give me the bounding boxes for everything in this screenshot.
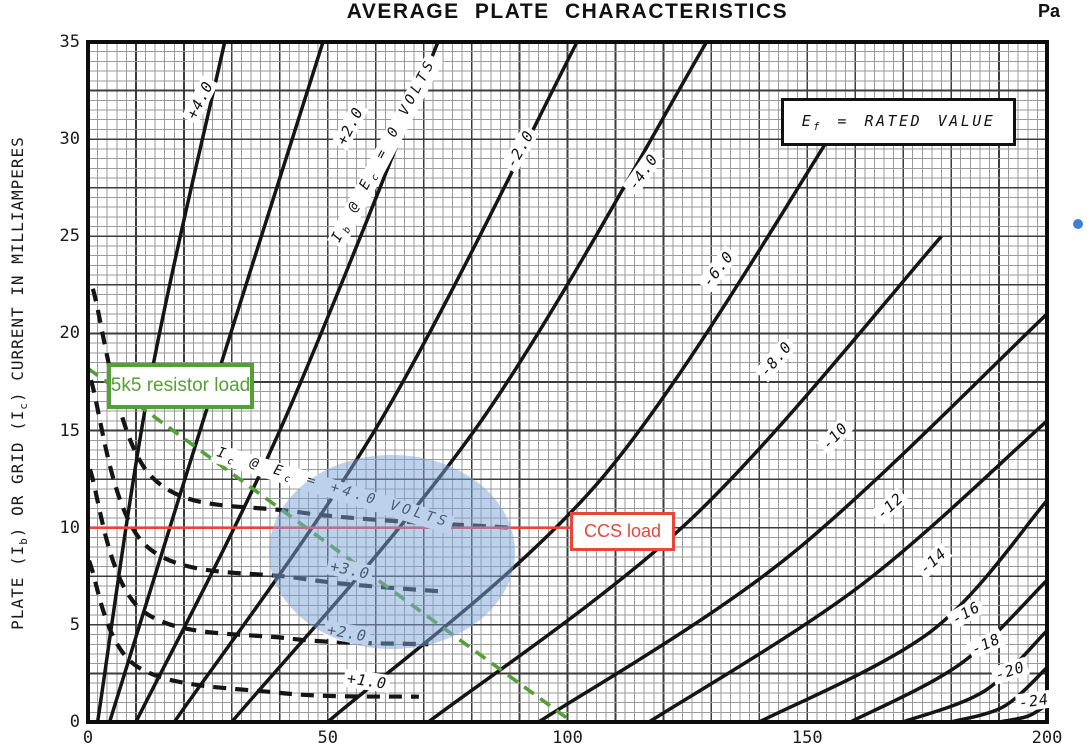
plot-frame xyxy=(86,40,1049,724)
plate-curve xyxy=(648,419,1049,724)
plate-curve xyxy=(537,312,1049,724)
highlight-ellipse xyxy=(269,454,515,650)
ccs-load-label: CCS load xyxy=(583,521,662,541)
resistor-load-label-box: 5k5 resistor load xyxy=(107,363,254,409)
plate-curve xyxy=(902,629,1049,724)
plate-curve xyxy=(107,41,325,723)
plate-curve xyxy=(758,499,1049,724)
plate-curve xyxy=(849,578,1049,724)
grid-current-curve xyxy=(88,379,446,594)
ccs-load-label-box: CCS load xyxy=(570,512,675,551)
plate-curve xyxy=(950,666,1049,724)
plate-curve xyxy=(230,41,709,724)
grid-current-curve xyxy=(87,559,419,699)
blue-dot-marker xyxy=(1073,219,1083,229)
plate-curve xyxy=(998,703,1048,724)
plate-curve xyxy=(326,118,843,724)
plate-curve xyxy=(427,235,943,724)
resistor-load-label: 5k5 resistor load xyxy=(110,375,251,396)
